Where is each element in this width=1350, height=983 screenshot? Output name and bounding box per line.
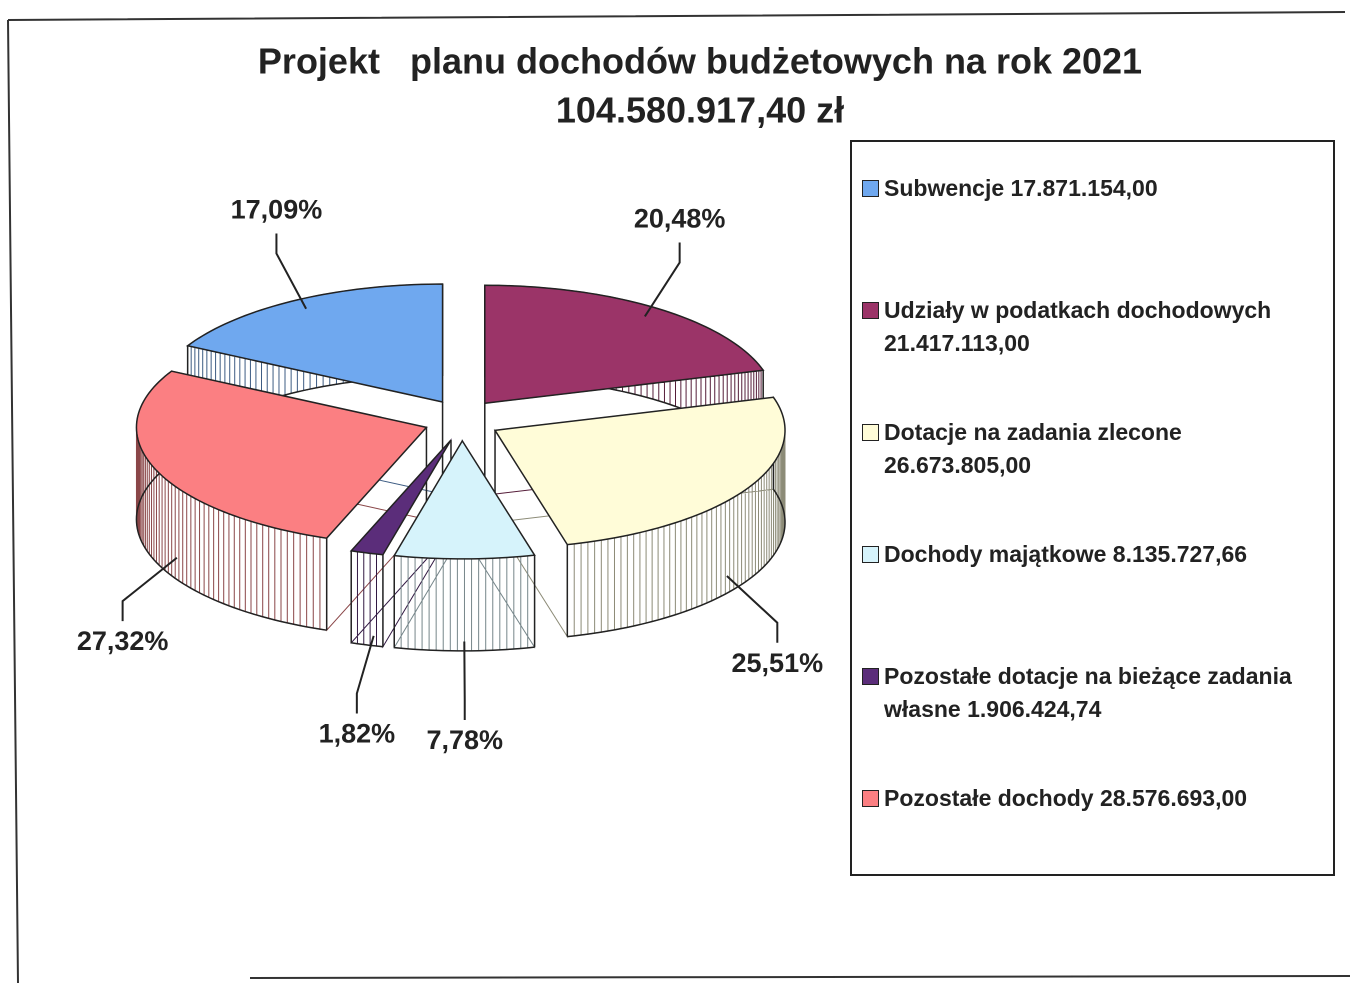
legend-entry: Pozostałe dotacje na bieżące zadania wła… xyxy=(862,660,1332,726)
legend-swatch xyxy=(862,668,879,685)
legend-swatch xyxy=(862,546,879,563)
leader-line xyxy=(726,575,779,643)
legend-entry: Subwencje 17.871.154,00 xyxy=(862,172,1332,205)
frame xyxy=(7,11,1350,983)
legend-label: Subwencje 17.871.154,00 xyxy=(884,175,1158,201)
legend-swatch xyxy=(862,302,879,319)
legend-swatch xyxy=(862,424,879,441)
leader-line xyxy=(121,556,178,622)
legend-entry: Udziały w podatkach dochodowych 21.417.1… xyxy=(862,294,1332,360)
legend-entry: Dotacje na zadania zlecone 26.673.805,00 xyxy=(862,416,1332,482)
slice-top xyxy=(493,396,786,546)
legend-label: Dotacje na zadania zlecone 26.673.805,00 xyxy=(884,419,1182,478)
data-label: 7,78% xyxy=(426,725,503,755)
slice-top xyxy=(392,439,536,560)
data-label: 1,82% xyxy=(319,719,396,749)
legend-label: Dochody majątkowe 8.135.727,66 xyxy=(884,541,1248,567)
chart-title: Projekt planu dochodów budżetowych na ro… xyxy=(258,41,1142,82)
leader-line xyxy=(275,233,307,310)
legend-entry: Pozostałe dochody 28.576.693,00 xyxy=(862,782,1332,815)
slice-top xyxy=(484,284,765,405)
data-label: 27,32% xyxy=(77,626,169,656)
legend-label: Pozostałe dotacje na bieżące zadania wła… xyxy=(884,663,1292,722)
legend-swatch xyxy=(862,790,879,807)
data-label: 25,51% xyxy=(732,648,824,678)
chart-subtitle: 104.580.917,40 zł xyxy=(556,90,844,131)
data-label: 17,09% xyxy=(231,195,323,225)
data-label: 20,48% xyxy=(634,204,726,234)
legend: Subwencje 17.871.154,00 Udziały w podatka… xyxy=(850,140,1335,876)
slice-top xyxy=(135,370,428,539)
slice-top xyxy=(349,439,452,556)
legend-label: Udziały w podatkach dochodowych 21.417.1… xyxy=(884,297,1272,356)
legend-label: Pozostałe dochody 28.576.693,00 xyxy=(884,785,1248,811)
leader-line xyxy=(355,635,375,714)
leader-line xyxy=(644,242,681,317)
slice-top xyxy=(185,283,444,403)
legend-swatch xyxy=(862,180,879,197)
legend-entry: Dochody majątkowe 8.135.727,66 xyxy=(862,538,1332,571)
